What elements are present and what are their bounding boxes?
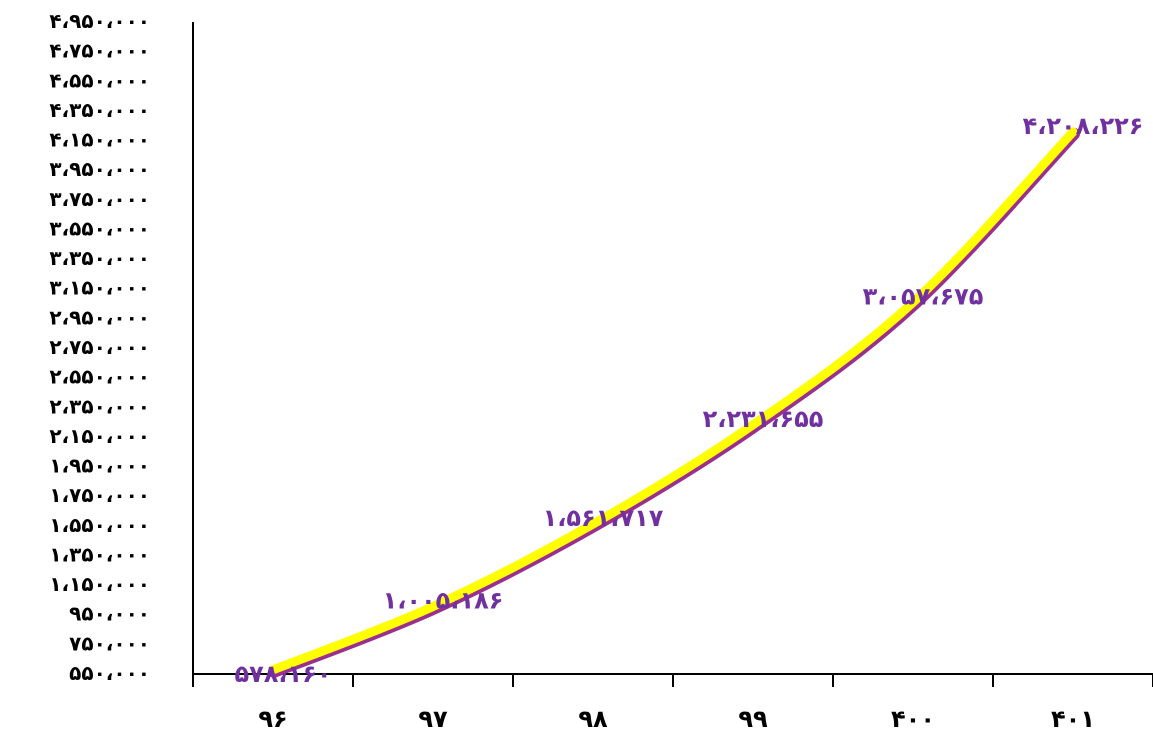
y-tick-label: ۲،۱۵۰،۰۰۰ (49, 424, 150, 448)
y-tick-label: ۱،۳۵۰،۰۰۰ (49, 542, 150, 566)
x-tick-label: ۹۶ (258, 705, 287, 733)
data-point (432, 605, 434, 608)
y-tick-label: ۳،۵۵۰،۰۰۰ (49, 216, 150, 240)
data-label: ۵۷۸،۱۶۰ (234, 660, 331, 688)
y-tick-label: ۲،۹۵۰،۰۰۰ (49, 305, 150, 329)
data-point (912, 301, 914, 304)
y-tick-label: ۳،۷۵۰،۰۰۰ (49, 187, 150, 211)
data-label: ۲،۲۳۱،۶۵۵ (703, 405, 824, 433)
data-label: ۴،۲۰۸،۲۲۶ (1023, 112, 1144, 140)
series-line-path (268, 127, 1078, 675)
y-tick-label: ۳،۱۵۰،۰۰۰ (49, 276, 150, 300)
y-tick-label: ۱،۷۵۰،۰۰۰ (49, 483, 150, 507)
series-line (268, 127, 1080, 678)
data-point (592, 523, 594, 526)
y-tick-label: ۵۵۰،۰۰۰ (69, 661, 150, 685)
data-point (1072, 130, 1074, 133)
data-labels: ۵۷۸،۱۶۰ ۱،۰۰۵،۱۸۶ ۱،۵۶۱،۷۱۷ ۲،۲۳۱،۶۵۵ ۳،۰۵۷،… (234, 112, 1143, 688)
x-axis-tick-labels: ۹۶ ۹۷ ۹۸ ۹۹ ۴۰۰ ۴۰۱ (258, 705, 1095, 733)
y-tick-label: ۱،۵۵۰،۰۰۰ (49, 513, 150, 537)
x-tick-label: ۹۸ (578, 705, 608, 733)
y-tick-label: ۴،۳۵۰،۰۰۰ (49, 98, 150, 122)
data-point (752, 423, 754, 426)
x-tick-label: ۹۹ (738, 705, 768, 733)
y-tick-label: ۱،۱۵۰،۰۰۰ (49, 572, 150, 596)
y-tick-label: ۲،۵۵۰،۰۰۰ (49, 365, 150, 389)
y-tick-label: ۷۵۰،۰۰۰ (69, 631, 150, 655)
y-axis-tick-labels: ۵۵۰،۰۰۰ ۷۵۰،۰۰۰ ۹۵۰،۰۰۰ ۱،۱۵۰،۰۰۰ ۱،۳۵۰،۰۰۰ ۱… (49, 9, 150, 685)
axes (192, 22, 1153, 687)
data-label: ۳،۰۵۷،۶۷۵ (863, 282, 984, 310)
data-label: ۱،۰۰۵،۱۸۶ (383, 587, 504, 615)
y-tick-label: ۹۵۰،۰۰۰ (69, 602, 150, 626)
y-tick-label: ۱،۹۵۰،۰۰۰ (49, 454, 150, 478)
y-tick-label: ۴،۵۵۰،۰۰۰ (49, 68, 150, 92)
data-label: ۱،۵۶۱،۷۱۷ (543, 504, 664, 532)
y-tick-label: ۳،۹۵۰،۰۰۰ (49, 157, 150, 181)
y-tick-label: ۴،۹۵۰،۰۰۰ (49, 9, 150, 33)
x-tick-label: ۹۷ (418, 705, 448, 733)
y-tick-label: ۲،۳۵۰،۰۰۰ (49, 394, 150, 418)
y-tick-label: ۴،۱۵۰،۰۰۰ (49, 128, 150, 152)
data-point (272, 668, 274, 671)
y-tick-label: ۲،۷۵۰،۰۰۰ (49, 335, 150, 359)
y-tick-label: ۴،۷۵۰،۰۰۰ (49, 39, 150, 63)
y-tick-label: ۳،۳۵۰،۰۰۰ (49, 246, 150, 270)
x-tick-label: ۴۰۰ (891, 705, 935, 733)
x-tick-label: ۴۰۱ (1051, 705, 1095, 733)
